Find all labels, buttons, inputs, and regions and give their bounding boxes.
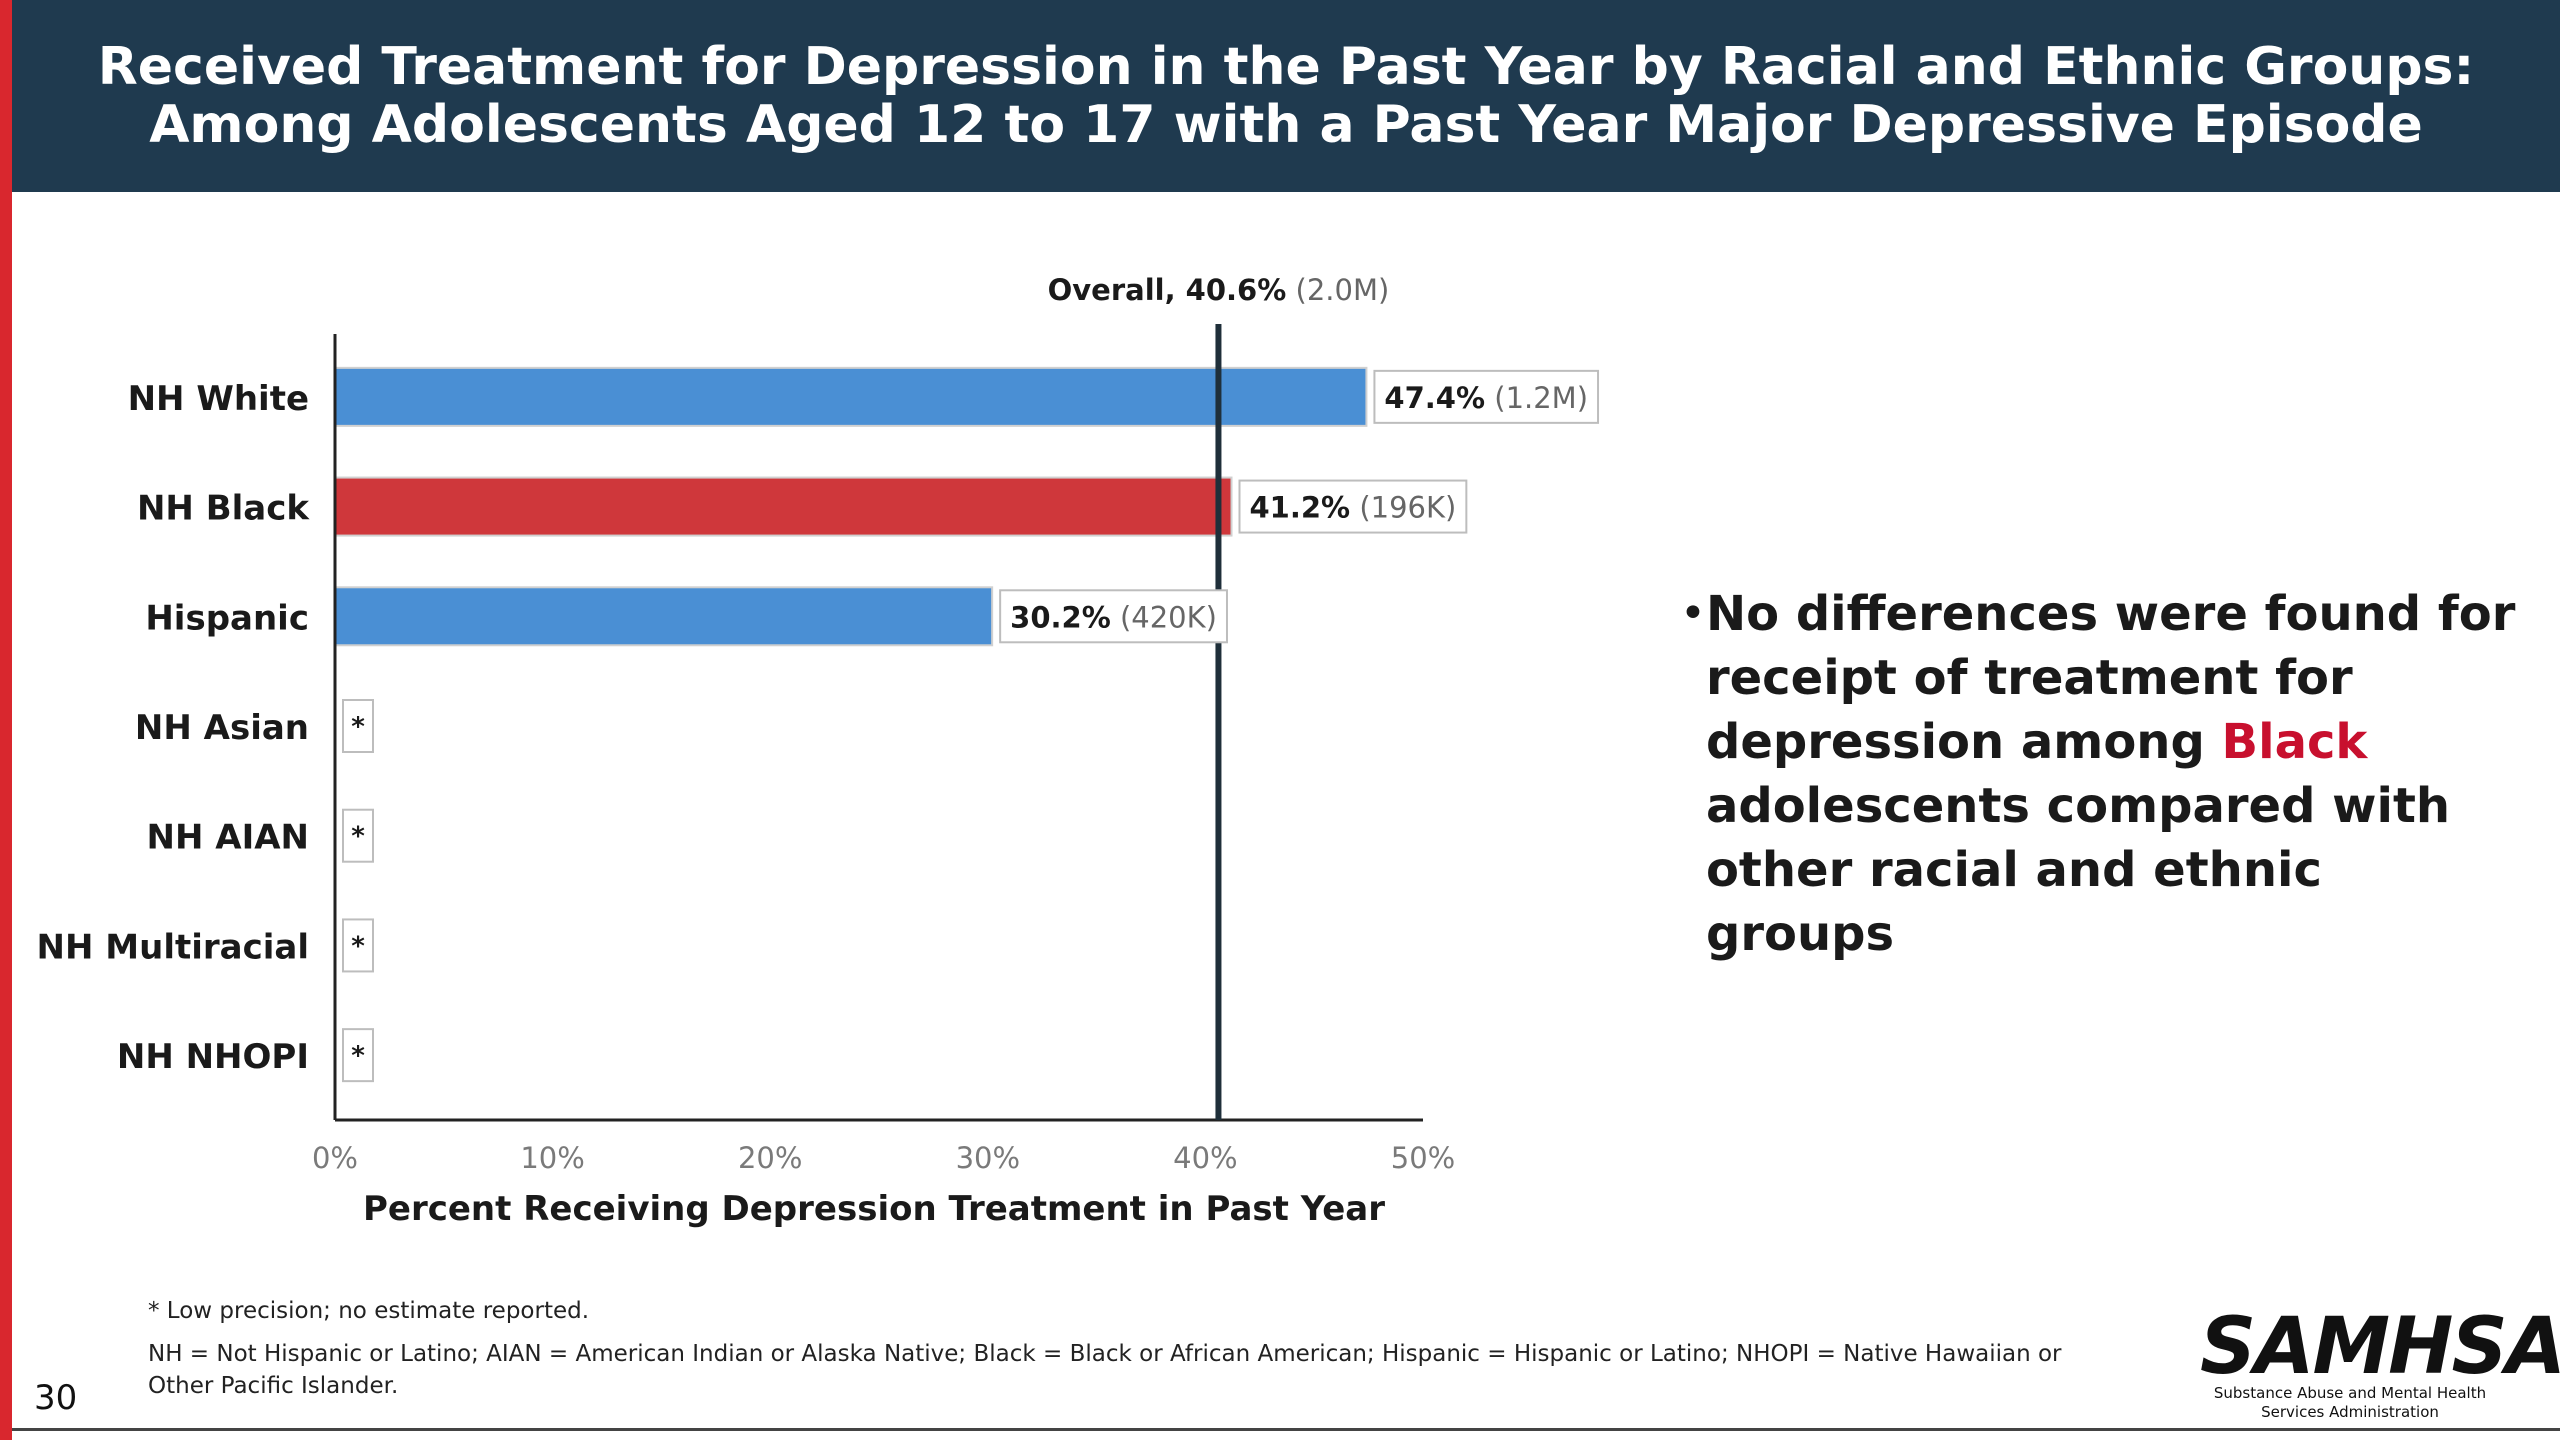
data-label-value: 30.2% xyxy=(1010,600,1111,634)
title-band: Received Treatment for Depression in the… xyxy=(12,0,2560,192)
key-finding-bullet: • No differences were found for receipt … xyxy=(1680,582,2520,966)
bullet-dot-icon: • xyxy=(1680,588,1706,639)
logo-subtitle: Substance Abuse and Mental Health Servic… xyxy=(2213,1384,2487,1421)
category-label: NH White xyxy=(128,379,309,419)
x-tick-label: 40% xyxy=(1173,1141,1237,1175)
bar xyxy=(334,366,1368,427)
category-label: NH AIAN xyxy=(147,818,309,858)
accent-bar xyxy=(0,0,12,1440)
data-label-count: (420K) xyxy=(1111,600,1217,634)
page-number: 30 xyxy=(34,1378,78,1418)
category-label: NH NHOPI xyxy=(117,1037,309,1077)
category-label: NH Black xyxy=(137,489,310,529)
x-tick-label: 50% xyxy=(1391,1141,1455,1175)
no-estimate-marker: * xyxy=(351,931,365,961)
overall-reference-value: Overall, 40.6% xyxy=(1048,273,1287,307)
x-tick-label: 0% xyxy=(312,1141,358,1175)
no-estimate-box xyxy=(342,1028,374,1083)
x-tick-label: 30% xyxy=(956,1141,1020,1175)
samhsa-logo: SAMHSA Substance Abuse and Mental Health… xyxy=(2200,1302,2560,1422)
slide-title: Received Treatment for Depression in the… xyxy=(97,37,2475,155)
bar xyxy=(334,476,1233,537)
data-label: 47.4% (1.2M) xyxy=(1384,381,1588,415)
key-finding-text-end: adolescents compared with other racial a… xyxy=(1705,778,2451,962)
no-estimate-box xyxy=(342,918,374,973)
x-tick-label: 10% xyxy=(520,1141,584,1175)
no-estimate-marker: * xyxy=(351,822,365,852)
logo-wordmark: SAMHSA xyxy=(2200,1302,2560,1392)
category-label: NH Asian xyxy=(135,708,309,748)
abbreviations-footnote: NH = Not Hispanic or Latino; AIAN = Amer… xyxy=(148,1341,2062,1399)
overall-reference-count: (2.0M) xyxy=(1286,273,1389,307)
x-axis-title: Percent Receiving Depression Treatment i… xyxy=(363,1189,1385,1229)
data-label: 30.2% (420K) xyxy=(1010,600,1217,634)
no-estimate-box xyxy=(342,699,374,753)
data-label: 41.2% (196K) xyxy=(1250,491,1457,525)
data-label-count: (196K) xyxy=(1350,491,1456,525)
data-label-box xyxy=(999,589,1228,644)
bar-chart: NH White 47.4% (1.2M) NH Black 41.2% (196K)… xyxy=(37,273,1600,1229)
no-estimate-marker: * xyxy=(351,1041,365,1071)
key-finding-highlight: Black xyxy=(2221,714,2368,770)
no-estimate-marker: * xyxy=(351,712,365,742)
key-finding-text: No differences were found for receipt of… xyxy=(1706,582,2520,966)
category-label: Hispanic xyxy=(145,598,309,638)
x-tick-label: 20% xyxy=(738,1141,802,1175)
data-label-box xyxy=(1238,479,1468,534)
bar xyxy=(334,586,994,647)
low-precision-footnote: * Low precision; no estimate reported. xyxy=(148,1298,590,1324)
key-finding-text-start: No differences were found for receipt of… xyxy=(1705,586,2516,770)
no-estimate-box xyxy=(342,808,374,863)
bottom-rule xyxy=(12,1428,2560,1431)
data-label-box xyxy=(1373,369,1600,424)
overall-reference-label: Overall, 40.6% (2.0M) xyxy=(1048,273,1390,307)
data-label-count: (1.2M) xyxy=(1485,381,1588,415)
category-label: NH Multiracial xyxy=(37,927,309,967)
data-label-value: 47.4% xyxy=(1384,381,1485,415)
data-label-value: 41.2% xyxy=(1250,491,1351,525)
